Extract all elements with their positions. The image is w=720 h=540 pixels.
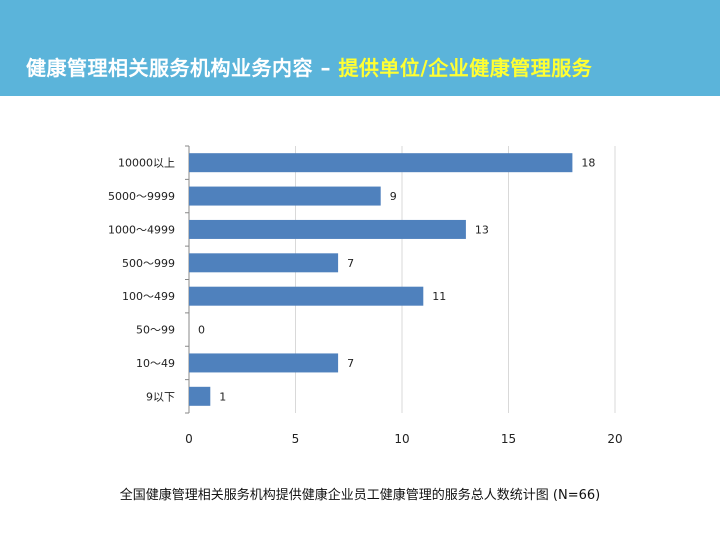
- x-tick-label-4: 20: [607, 432, 622, 446]
- slide-title: 健康管理相关服务机构业务内容 – 提供单位/企业健康管理服务: [26, 52, 592, 81]
- category-label-6: 10～49: [136, 357, 175, 370]
- data-label-3: 7: [347, 257, 354, 270]
- data-label-5: 0: [198, 324, 205, 337]
- category-label-1: 5000～9999: [108, 190, 175, 203]
- category-label-7: 9以下: [146, 390, 175, 403]
- data-label-1: 9: [390, 190, 397, 203]
- category-label-3: 500～999: [122, 257, 175, 270]
- category-label-5: 50～99: [136, 324, 175, 337]
- title-main: 健康管理相关服务机构业务内容: [26, 56, 313, 80]
- x-tick-label-3: 15: [501, 432, 516, 446]
- x-tick-label-1: 5: [292, 432, 300, 446]
- x-tick-label-0: 0: [185, 432, 193, 446]
- data-label-2: 13: [475, 223, 489, 236]
- category-label-4: 100～499: [122, 290, 175, 303]
- bar-1: [189, 186, 381, 206]
- data-label-7: 1: [219, 390, 226, 403]
- x-tick-label-2: 10: [394, 432, 409, 446]
- bar-2: [189, 219, 466, 239]
- bar-3: [189, 253, 339, 273]
- category-label-2: 1000～4999: [108, 223, 175, 236]
- bar-7: [189, 386, 211, 406]
- bar-6: [189, 353, 339, 373]
- header-bar: 健康管理相关服务机构业务内容 – 提供单位/企业健康管理服务: [0, 0, 720, 96]
- bar-4: [189, 286, 424, 306]
- data-label-0: 18: [581, 157, 595, 170]
- chart-caption: 全国健康管理相关服务机构提供健康企业员工健康管理的服务总人数统计图 (N=66): [119, 488, 601, 503]
- title-separator: –: [313, 56, 339, 80]
- bar-0: [189, 153, 573, 173]
- title-highlight: 提供单位/企业健康管理服务: [338, 56, 593, 80]
- data-label-6: 7: [347, 357, 354, 370]
- category-label-0: 10000以上: [118, 157, 175, 170]
- data-label-4: 11: [432, 290, 446, 303]
